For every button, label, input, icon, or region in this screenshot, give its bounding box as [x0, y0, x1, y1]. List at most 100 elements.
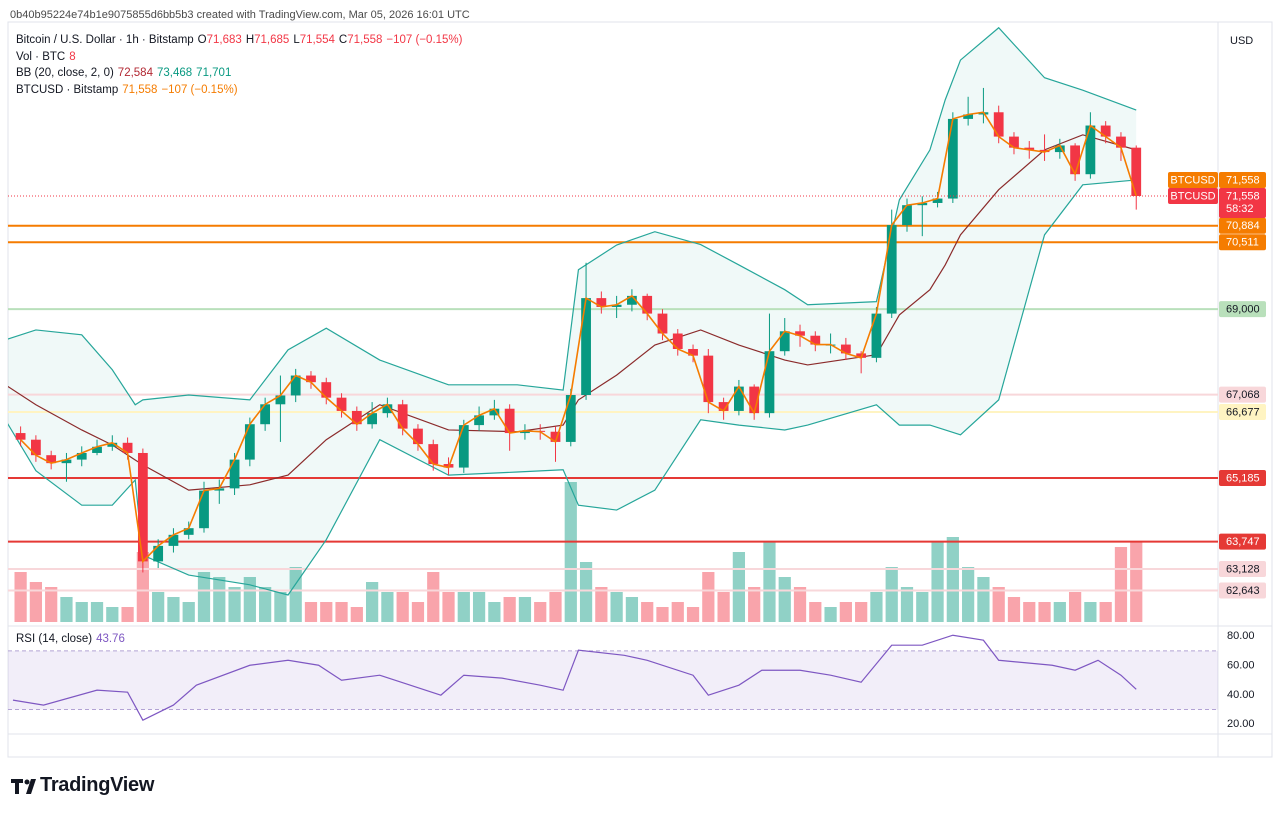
volume-bar — [90, 602, 104, 622]
symbol: Bitcoin / U.S. Dollar · 1h · Bitstamp — [16, 34, 194, 46]
volume-bar — [75, 602, 88, 622]
line-label: BTCUSD · Bitstamp — [16, 84, 119, 96]
candle-body — [581, 298, 591, 396]
candle-body — [214, 488, 225, 491]
candle-body — [351, 410, 362, 425]
candle-body — [947, 118, 958, 199]
candle-body — [886, 225, 897, 314]
rsi-band-fill — [8, 650, 1218, 710]
volume-bar — [213, 577, 226, 622]
price-tag-countdown: 58:32 — [1226, 203, 1254, 215]
legend-volume: Vol · BTC 8 — [16, 51, 80, 63]
volume-bar — [197, 572, 211, 622]
candle-body — [275, 395, 286, 405]
volume-bar — [1068, 592, 1082, 622]
legend-bb: BB (20, close, 2, 0) 72,584 73,468 71,701 — [16, 67, 235, 79]
rsi-tick-label: 20.00 — [1227, 718, 1255, 730]
candle-body — [917, 202, 928, 206]
ohlc-value: 71,685 — [254, 34, 290, 46]
line-change: −107 (−0.15%) — [161, 84, 238, 96]
candle-body — [871, 313, 882, 358]
ohlc-key: H — [245, 34, 255, 46]
volume-bar — [977, 577, 990, 622]
volume-bar — [824, 607, 837, 622]
level-tag — [1219, 582, 1266, 599]
volume-bar — [381, 592, 394, 622]
level-label: 69,000 — [1226, 304, 1260, 316]
candle-body — [596, 298, 607, 307]
volume-bar — [1099, 602, 1112, 622]
volume-bar — [763, 542, 776, 622]
line-value: 71,558 — [122, 84, 158, 96]
volume-bar — [778, 577, 791, 622]
legend-main: Bitcoin / U.S. Dollar · 1h · Bitstamp O71… — [16, 34, 467, 46]
candle-body — [382, 404, 393, 414]
candle-body — [1131, 147, 1142, 196]
bb-upper — [8, 26, 1137, 406]
rsi-tick-label: 60.00 — [1227, 659, 1255, 671]
volume-bar — [427, 572, 440, 622]
candle-body — [734, 386, 744, 411]
volume-bar — [686, 607, 700, 622]
candle-body — [367, 413, 377, 425]
main-pane — [8, 26, 1218, 622]
level-tag — [1219, 403, 1266, 420]
candle-body — [1039, 149, 1050, 153]
candle-body — [1070, 145, 1080, 175]
volume-bar — [29, 582, 43, 622]
volume-bar — [595, 587, 608, 622]
level-tag — [1219, 560, 1266, 577]
volume-bar — [641, 602, 654, 622]
ohlc-key: O — [197, 34, 207, 46]
level-label: 70,511 — [1226, 237, 1259, 249]
volume-bar — [518, 597, 532, 622]
candle-body — [290, 375, 301, 396]
rsi-value: 43.76 — [96, 633, 125, 645]
volume-bar — [1114, 547, 1128, 622]
candle-body — [474, 415, 484, 426]
candle-body — [321, 382, 332, 398]
candle-body — [993, 112, 1004, 137]
candle-body — [229, 459, 240, 489]
candle-body — [260, 404, 271, 425]
logo-mark — [11, 779, 36, 794]
price-tag-name: BTCUSD — [1170, 174, 1215, 186]
candle-body — [31, 439, 41, 456]
volume-bar — [274, 592, 287, 622]
rsi-tick-label: 40.00 — [1227, 689, 1255, 701]
volume-bar — [60, 597, 73, 622]
candle-body — [46, 455, 57, 464]
volume-bar — [106, 607, 119, 622]
volume-bar — [962, 567, 975, 622]
level-tag — [1219, 301, 1266, 318]
volume-bar — [243, 577, 256, 622]
level-label: 67,068 — [1226, 389, 1260, 401]
candle-body — [397, 404, 408, 429]
bb-label: BB (20, close, 2, 0) — [16, 67, 114, 79]
candle-body — [413, 428, 423, 445]
volume-label: Vol · BTC — [16, 51, 66, 63]
level-label: 66,677 — [1226, 406, 1260, 418]
price-tag-name-box — [1168, 171, 1218, 188]
volume-bar — [870, 592, 883, 622]
candle-body — [963, 114, 974, 119]
level-tag — [1219, 386, 1266, 403]
candle-body — [244, 424, 255, 460]
ohlc-value: 71,683 — [206, 34, 242, 46]
volume-bar — [809, 602, 822, 622]
volume-bar — [946, 537, 959, 622]
volume-bar — [396, 592, 409, 622]
candle-body — [688, 348, 698, 356]
volume-bar — [534, 602, 547, 622]
candle-body — [642, 295, 653, 314]
volume-bar — [304, 602, 318, 622]
volume-bar — [45, 587, 58, 622]
volume-bar — [182, 602, 195, 622]
legend-line: BTCUSD · Bitstamp 71,558 −107 (−0.15%) — [16, 84, 242, 96]
volume-bar — [320, 602, 333, 622]
candle-body — [672, 333, 683, 349]
price-tag-name: BTCUSD — [1170, 190, 1215, 202]
ohlc-key: L — [293, 34, 300, 46]
bb-value: 71,701 — [196, 67, 232, 79]
